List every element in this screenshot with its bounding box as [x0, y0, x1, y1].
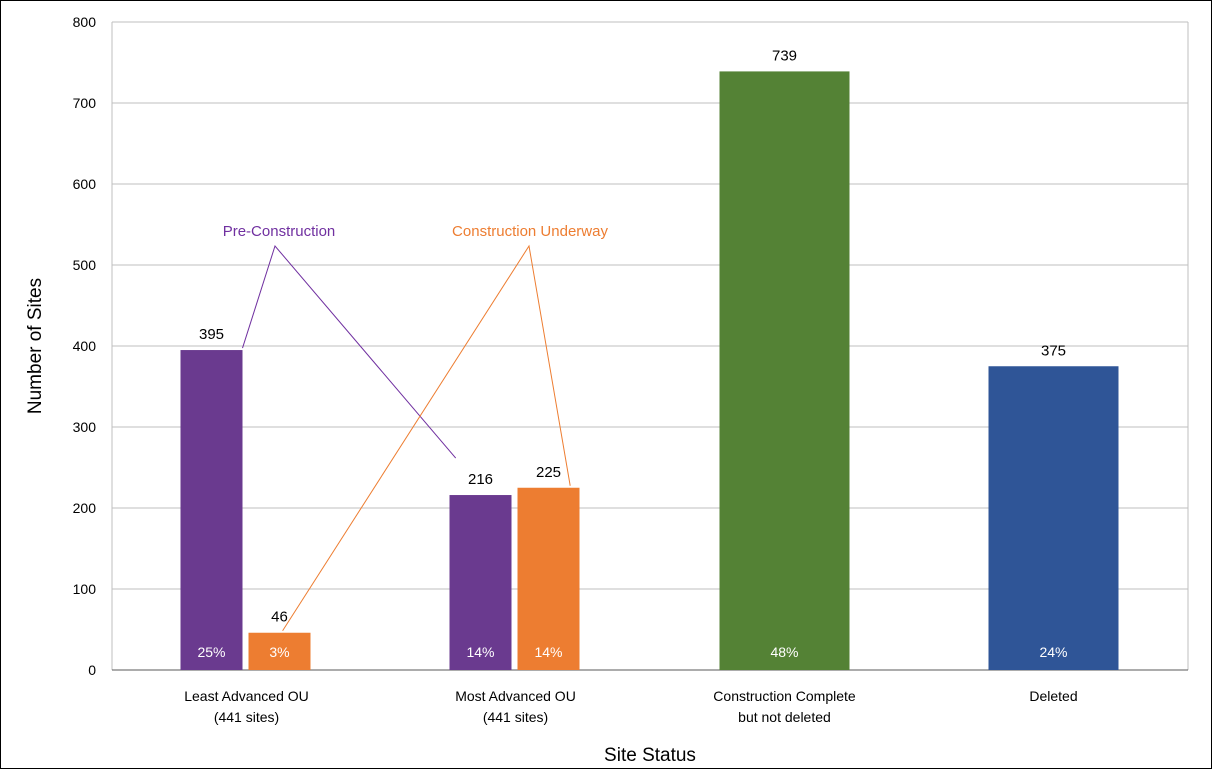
bar-pre-construction: [180, 350, 243, 670]
data-label: 46: [271, 609, 288, 626]
data-label: 395: [199, 326, 224, 343]
bar-pre-construction: [449, 495, 512, 670]
x-tick-label: Construction Complete: [713, 688, 856, 704]
y-tick-label: 0: [88, 662, 96, 678]
bar-construction-underway: [248, 632, 311, 670]
x-tick-label-line2: (441 sites): [483, 709, 548, 725]
y-tick-label: 600: [73, 176, 97, 192]
data-label: 375: [1041, 342, 1066, 359]
y-tick-label: 300: [73, 419, 97, 435]
percent-label: 48%: [770, 644, 798, 660]
annotation-line-construction-underway: [282, 244, 571, 632]
percent-label: 14%: [534, 644, 562, 660]
x-tick-label: Least Advanced OU: [184, 688, 309, 704]
y-tick-label: 700: [73, 95, 97, 111]
bar-deleted: [988, 366, 1119, 670]
percent-label: 25%: [197, 644, 225, 660]
x-tick-label-line2: but not deleted: [738, 709, 831, 725]
annotation-line-pre-construction: [242, 244, 457, 459]
bar-construction-underway: [517, 487, 580, 670]
x-tick-label: Most Advanced OU: [455, 688, 576, 704]
y-tick-label: 800: [73, 14, 97, 30]
x-tick-label-line2: (441 sites): [214, 709, 279, 725]
x-axis-title: Site Status: [604, 745, 696, 766]
y-axis-title: Number of Sites: [25, 278, 46, 414]
y-tick-label: 100: [73, 581, 97, 597]
data-label: 225: [536, 464, 561, 481]
y-tick-label: 500: [73, 257, 97, 273]
percent-label: 14%: [466, 644, 494, 660]
percent-label: 3%: [269, 644, 289, 660]
annotation-pre-construction: Pre-Construction: [223, 223, 336, 240]
y-tick-label: 400: [73, 338, 97, 354]
data-label: 216: [468, 471, 493, 488]
data-label: 739: [772, 47, 797, 64]
x-tick-label: Deleted: [1029, 688, 1077, 704]
bar-construction-complete: [719, 71, 850, 670]
y-tick-label: 200: [73, 500, 97, 516]
annotation-construction-underway: Construction Underway: [452, 223, 608, 240]
percent-label: 24%: [1039, 644, 1067, 660]
